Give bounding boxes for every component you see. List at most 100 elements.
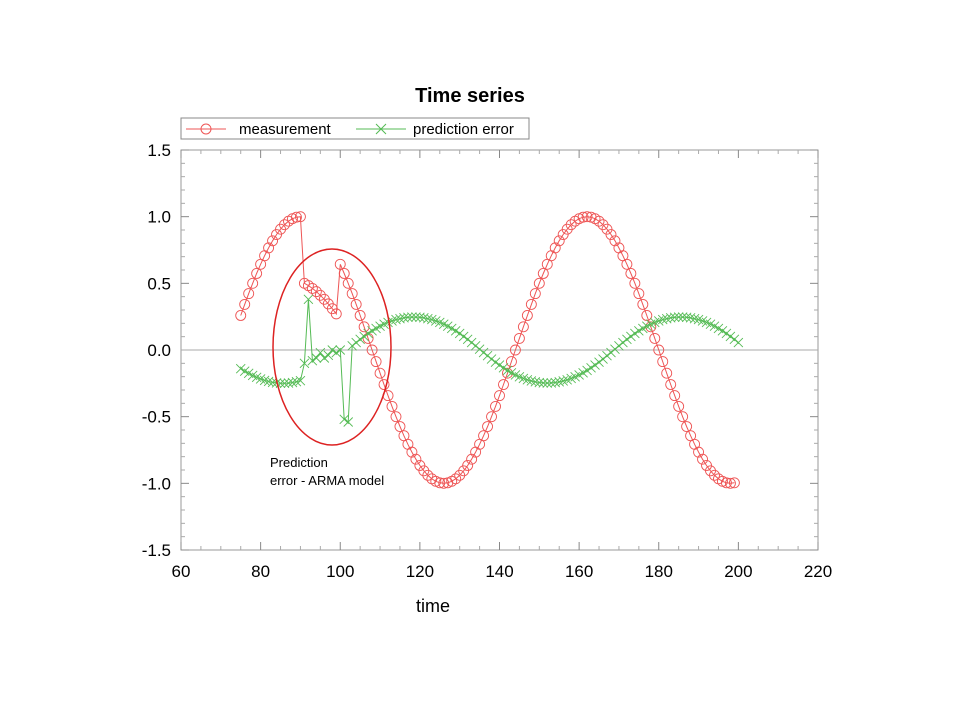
data-point [533,277,545,289]
x-tick-label: 180 [645,562,673,581]
data-point [717,325,728,336]
data-point [653,316,664,326]
data-point [593,215,605,227]
data-point [295,375,306,386]
data-point [243,288,255,300]
data-point [673,400,685,412]
data-point [486,354,497,364]
data-point [729,334,740,345]
annotation-line-2: error - ARMA model [270,473,384,488]
legend-label-measurement: measurement [239,121,332,138]
data-point [466,337,477,348]
data-point [490,400,501,412]
data-point [709,469,720,481]
data-point [335,345,346,355]
y-tick-label: 1.5 [147,141,171,160]
data-point [550,377,561,388]
legend: measurement prediction error [180,117,530,140]
data-point [581,211,593,223]
data-point [263,376,274,387]
data-point [334,258,346,270]
data-point [327,345,338,355]
data-point [720,477,732,489]
data-point [350,298,362,310]
data-point [355,334,365,345]
data-point [415,312,425,323]
data-point [338,268,350,279]
data-point [630,328,640,339]
data-point [697,453,708,465]
data-point [450,325,461,336]
data-point [403,312,413,323]
data-point [450,473,462,485]
ticks-layer: 60 80 100 120 140 160 180 200 220 -1.5 -1.0 -0.5 0.0… [142,141,832,581]
data-point [410,453,422,465]
data-point [343,417,354,427]
data-point [470,341,481,351]
data-point [434,477,446,489]
data-point [625,268,637,279]
data-point [669,390,681,402]
data-point [494,360,505,370]
x-axis-label: time [416,596,450,616]
data-point [291,376,302,387]
data-point [411,312,421,322]
data-point [378,379,390,390]
data-point [537,268,549,279]
data-point [299,358,310,369]
data-point [239,298,251,310]
data-point [728,477,740,489]
data-point [565,219,577,231]
data-point [521,310,533,321]
data-point [490,357,501,367]
data-point [609,235,621,247]
data-point [626,331,636,342]
data-point [594,357,604,367]
data-point [606,347,616,358]
data-point [618,337,628,348]
annotation-line-1: Prediction [270,455,328,470]
y-tick-label: 0.5 [147,274,171,293]
data-point [251,372,262,383]
data-point [494,390,505,402]
data-point [693,446,705,458]
y-tick-label: 1.0 [147,208,171,227]
data-point [478,430,490,442]
data-point [598,354,608,364]
data-point [235,310,247,321]
data-point [422,469,434,481]
chart-title: Time series [415,85,525,107]
data-point [307,355,318,366]
data-point [657,356,669,368]
data-point [677,312,688,322]
data-point [529,288,541,300]
data-point [386,400,398,412]
data-point [346,288,358,300]
y-tick-label: -0.5 [142,408,171,427]
data-point [394,421,406,432]
data-point [390,411,402,423]
data-point [665,379,677,390]
data-point [366,344,378,356]
data-point [279,219,290,231]
data-point [693,314,704,325]
data-point [554,377,565,387]
data-point [517,321,529,333]
y-tick-label: -1.0 [142,474,171,493]
data-point [689,313,700,324]
data-point [614,341,624,351]
data-point [395,313,405,324]
data-point [438,477,450,489]
data-point [549,242,561,254]
data-point [427,314,437,325]
data-point [291,211,302,223]
data-point [509,344,521,356]
data-point [681,421,693,432]
x-tick-label: 100 [326,562,354,581]
data-point [311,353,322,363]
data-point [407,312,417,322]
data-point [733,337,744,348]
data-point [661,313,672,324]
data-point [303,294,314,305]
